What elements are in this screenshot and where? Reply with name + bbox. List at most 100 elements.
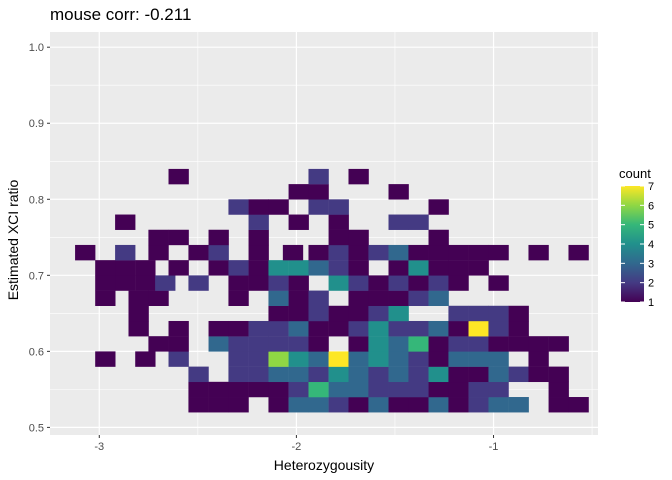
heatmap-cell — [388, 290, 409, 306]
heatmap-cell — [288, 381, 309, 398]
x-tick-label: -2 — [292, 441, 302, 453]
heatmap-cell — [168, 168, 189, 185]
heatmap-cell — [288, 290, 309, 306]
heatmap-cell — [448, 275, 469, 291]
heatmap-cell — [208, 260, 229, 276]
heatmap-cell — [308, 366, 329, 383]
legend-break-label: 1 — [648, 297, 654, 309]
heatmap-cell — [95, 351, 116, 367]
heatmap-cell — [448, 397, 469, 413]
heatmap-cell — [368, 366, 389, 383]
heatmap-cell — [528, 336, 549, 352]
heatmap-cell — [288, 320, 309, 337]
heatmap-cell — [268, 366, 289, 383]
heatmap-cell — [268, 305, 289, 322]
heatmap-cell — [308, 305, 329, 322]
heatmap-cell — [408, 381, 429, 398]
heatmap-cells — [75, 168, 589, 413]
y-axis-ticks: 0.5 0.6 0.7 0.8 0.9 1.0 — [29, 42, 50, 434]
heatmap-cell — [388, 366, 409, 383]
heatmap-cell — [488, 320, 509, 337]
y-tick-label: 0.8 — [29, 194, 44, 206]
heatmap-cell — [208, 397, 229, 413]
heatmap-cell — [348, 168, 369, 185]
heatmap-cell — [328, 229, 349, 246]
heatmap-cell — [308, 199, 329, 215]
heatmap-cell — [228, 275, 249, 291]
heatmap-cell — [448, 351, 469, 367]
heatmap-cell — [328, 397, 349, 413]
heatmap-cell — [288, 397, 309, 413]
heatmap-cell — [468, 320, 489, 337]
heatmap-cell — [128, 290, 149, 306]
heatmap-cell — [448, 381, 469, 398]
heatmap-cell — [408, 351, 429, 367]
heatmap-cell — [348, 260, 369, 276]
heatmap-cell — [388, 260, 409, 276]
heatmap-cell — [328, 320, 349, 337]
legend-title: count — [619, 166, 651, 181]
heatmap-cell — [328, 351, 349, 367]
heatmap-cell — [288, 351, 309, 367]
heatmap-cell — [248, 366, 269, 383]
heatmap-cell — [408, 214, 429, 230]
heatmap-cell — [188, 366, 209, 383]
heatmap-cell — [368, 336, 389, 352]
heatmap-cell — [148, 336, 169, 352]
heatmap-cell — [228, 397, 249, 413]
heatmap-cell — [248, 199, 269, 215]
heatmap-cell — [248, 275, 269, 291]
heatmap-cell — [115, 260, 136, 276]
heatmap-cell — [308, 244, 329, 261]
heatmap-cell — [408, 260, 429, 276]
heatmap-cell — [288, 260, 309, 276]
heatmap-cell — [348, 305, 369, 322]
heatmap-cell — [388, 275, 409, 291]
heatmap-cell — [428, 229, 449, 246]
heatmap-cell — [428, 260, 449, 276]
heatmap-cell — [408, 275, 429, 291]
heatmap-cell — [228, 199, 249, 215]
heatmap-cell — [388, 320, 409, 337]
heatmap-cell — [308, 336, 329, 352]
heatmap-cell — [268, 199, 289, 215]
heatmap-cell — [328, 260, 349, 276]
heatmap-cell — [168, 260, 189, 276]
heatmap-cell — [348, 244, 369, 261]
heatmap-cell — [408, 366, 429, 383]
y-tick-label: 1.0 — [29, 42, 44, 54]
heatmap-cell — [568, 397, 589, 413]
legend-break-label: 3 — [648, 258, 654, 270]
heatmap-cell — [488, 275, 509, 291]
heatmap-cell — [188, 397, 209, 413]
heatmap-cell — [288, 184, 309, 200]
legend-breaks: 1 2 3 4 5 6 7 — [621, 181, 654, 309]
heatmap-cell — [428, 244, 449, 261]
heatmap-cell — [348, 290, 369, 306]
y-tick-label: 0.9 — [29, 118, 44, 130]
heatmap-cell — [168, 320, 189, 337]
heatmap-cell — [388, 305, 409, 322]
heatmap-cell — [508, 320, 529, 337]
heatmap-cell — [308, 290, 329, 306]
heatmap-cell — [128, 305, 149, 322]
heatmap-cell — [208, 336, 229, 352]
heatmap-cell — [468, 260, 489, 276]
heatmap-cell — [268, 275, 289, 291]
heatmap-cell — [328, 305, 349, 322]
heatmap-cell — [548, 366, 569, 383]
heatmap-cell — [268, 381, 289, 398]
heatmap-cell — [95, 260, 116, 276]
heatmap-cell — [148, 290, 169, 306]
heatmap-cell — [288, 214, 309, 230]
heatmap-cell — [248, 320, 269, 337]
heatmap-cell — [408, 244, 429, 261]
heatmap-cell — [428, 320, 449, 337]
heatmap-cell — [548, 336, 569, 352]
heatmap-cell — [368, 351, 389, 367]
heatmap-cell — [388, 214, 409, 230]
heatmap-cell — [95, 290, 116, 306]
heatmap-cell — [75, 244, 96, 261]
legend-break-label: 2 — [648, 278, 654, 290]
heatmap-cell — [408, 290, 429, 306]
